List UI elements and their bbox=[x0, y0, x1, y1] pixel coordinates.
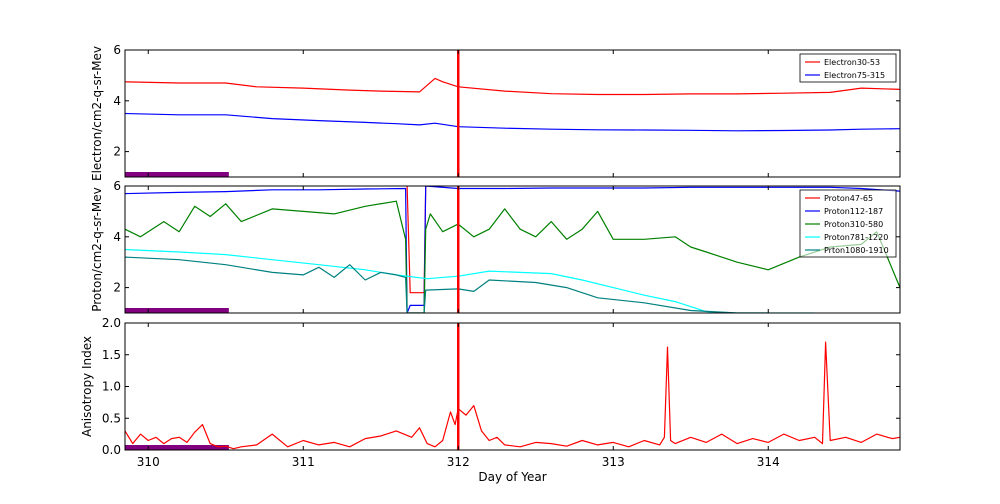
y-tick-label: 2 bbox=[113, 281, 121, 295]
legend-box bbox=[799, 53, 897, 83]
y-tick-label: 2 bbox=[113, 145, 121, 159]
legend-label: Electron30-53 bbox=[824, 58, 880, 67]
y-tick-label: 6 bbox=[113, 43, 121, 57]
y-axis-label: Anisotropy Index bbox=[80, 336, 94, 437]
time-bar bbox=[125, 172, 229, 177]
y-axis-label: Electron/cm2-q-sr-Mev bbox=[90, 46, 104, 181]
series-line-prton1080-1910 bbox=[125, 256, 769, 313]
series-line-electron30-53 bbox=[125, 77, 900, 96]
series-line-anisotropy bbox=[125, 341, 900, 450]
y-axis-label: Proton/cm2-q-sr-Mev bbox=[90, 187, 104, 312]
x-tick-label: 312 bbox=[447, 455, 470, 469]
y-tick-label: 1.0 bbox=[102, 380, 121, 394]
time-bar bbox=[125, 308, 229, 313]
y-tick-label: 0.0 bbox=[102, 443, 121, 457]
x-tick-label: 311 bbox=[292, 455, 315, 469]
y-tick-label: 2.0 bbox=[102, 316, 121, 330]
x-tick-label: 310 bbox=[137, 455, 160, 469]
y-tick-label: 4 bbox=[113, 230, 121, 244]
plot-area-1 bbox=[125, 186, 900, 313]
legend-label: Proton47-65 bbox=[824, 194, 873, 203]
series-line-electron75-315 bbox=[125, 112, 900, 132]
plot-area-0 bbox=[125, 77, 900, 177]
legend-label: Electron75-315 bbox=[824, 71, 885, 80]
time-bar bbox=[125, 445, 229, 450]
legend: Electron30-53 Electron75-315 bbox=[799, 53, 897, 83]
axes-frame bbox=[124, 49, 901, 178]
legend-label: Prton1080-1910 bbox=[824, 246, 889, 255]
axes-frame bbox=[124, 322, 901, 451]
y-tick-label: 6 bbox=[113, 179, 121, 193]
series-line-proton310-580 bbox=[125, 200, 900, 313]
y-tick-label: 1.5 bbox=[102, 348, 121, 362]
series-line-proton781-1220 bbox=[125, 248, 815, 313]
legend-label: Proton310-580 bbox=[824, 220, 883, 229]
y-tick-label: 4 bbox=[113, 94, 121, 108]
y-tick-label: 0.5 bbox=[102, 411, 121, 425]
legend-label: Proton781-1220 bbox=[824, 233, 888, 242]
x-tick-label: 313 bbox=[602, 455, 625, 469]
x-tick-label: 314 bbox=[757, 455, 780, 469]
series-line-proton112-187 bbox=[125, 186, 900, 313]
x-axis-label: Day of Year bbox=[478, 470, 546, 484]
axes-frame bbox=[124, 185, 901, 314]
plot-area-2 bbox=[125, 341, 900, 450]
legend: Proton47-65 Proton112-187 Proton310-580 Pro… bbox=[799, 189, 897, 258]
legend-label: Proton112-187 bbox=[824, 207, 883, 216]
